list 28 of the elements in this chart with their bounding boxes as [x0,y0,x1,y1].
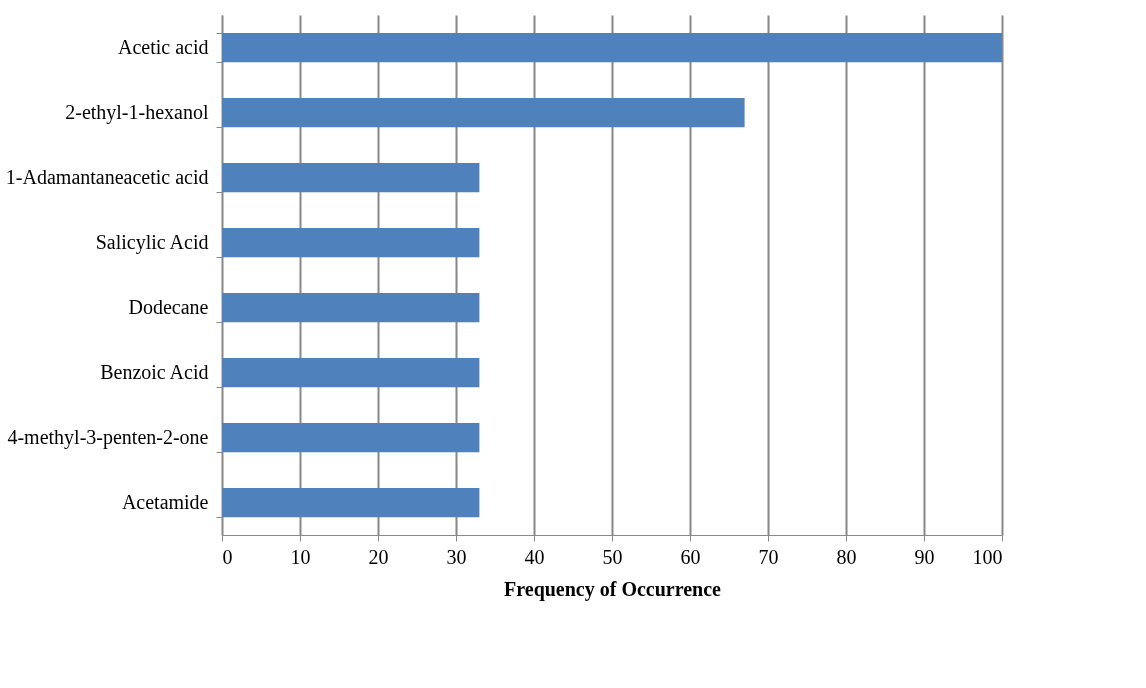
x-tick-label: 60 [680,545,701,568]
bar [222,97,745,128]
x-axis-title: Frequency of Occurrence [504,577,722,601]
bar [222,32,1002,63]
x-tick-label: 90 [914,545,935,568]
x-tick-label: 70 [758,545,779,568]
y-tick-label: Acetic acid [118,36,209,58]
bar [222,292,480,323]
bar [222,357,480,388]
y-tick-label: Salicylic Acid [95,231,209,254]
x-tick-label: 50 [602,545,623,568]
x-tick-label: 10 [290,545,311,568]
bar [222,422,480,453]
x-tick-label: 100 [972,545,1003,568]
x-tick-label: 40 [524,545,545,568]
bar [222,162,480,193]
bar [222,487,480,518]
y-tick-label: 4-methyl-3-penten-2-one [7,426,209,449]
y-tick-label: Acetamide [121,491,209,513]
y-tick-label: Benzoic Acid [100,361,209,383]
x-tick-label: 0 [222,545,233,568]
y-tick-label: 2-ethyl-1-hexanol [65,101,209,124]
y-tick-label: Dodecane [128,296,209,318]
y-tick-label: 1-Adamantaneacetic acid [5,166,209,188]
x-tick-label: 80 [836,545,857,568]
x-tick-label: 30 [446,545,467,568]
bar [222,227,480,258]
x-tick-label: 20 [368,545,389,568]
